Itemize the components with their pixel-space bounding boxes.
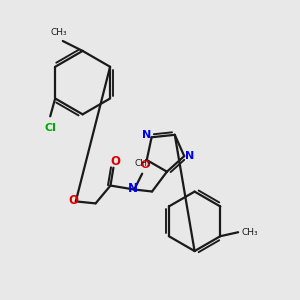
Text: O: O bbox=[69, 194, 79, 207]
Text: N: N bbox=[128, 182, 138, 195]
Text: CH₃: CH₃ bbox=[241, 228, 258, 237]
Text: CH₃: CH₃ bbox=[50, 28, 67, 37]
Text: O: O bbox=[140, 160, 149, 170]
Text: N: N bbox=[184, 151, 194, 161]
Text: Cl: Cl bbox=[44, 123, 56, 133]
Text: CH₃: CH₃ bbox=[135, 159, 152, 168]
Text: N: N bbox=[142, 130, 151, 140]
Text: O: O bbox=[110, 155, 120, 168]
